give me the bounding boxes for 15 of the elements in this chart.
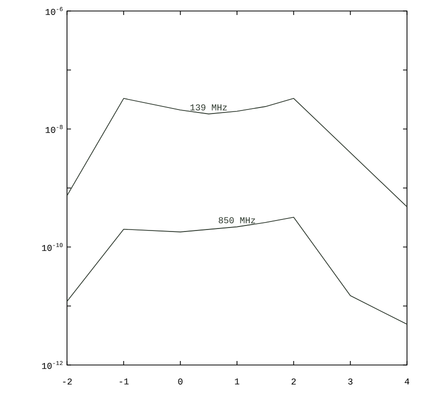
series-label: 850 MHz [218,217,256,224]
series-label: 139 MHz [190,104,227,110]
y-tick-label: 10$^{-12}$ [42,361,63,369]
x-tick-label: 0 [178,378,182,385]
x-tick-label: 1 [234,378,240,384]
x-tick-label: -1 [120,378,129,384]
y-tick-label: 10$^{-6}$ [46,7,63,15]
x-tick-label: 4 [404,378,410,384]
line-series [66,98,408,208]
y-tick-label: 10$^{-10}$ [42,243,63,251]
x-tick-label: 2 [292,378,296,384]
x-tick-label: -2 [63,378,72,384]
line-series [66,216,408,325]
x-tick-label: 3 [348,378,352,385]
y-tick-label: 10$^{-8}$ [46,125,63,133]
